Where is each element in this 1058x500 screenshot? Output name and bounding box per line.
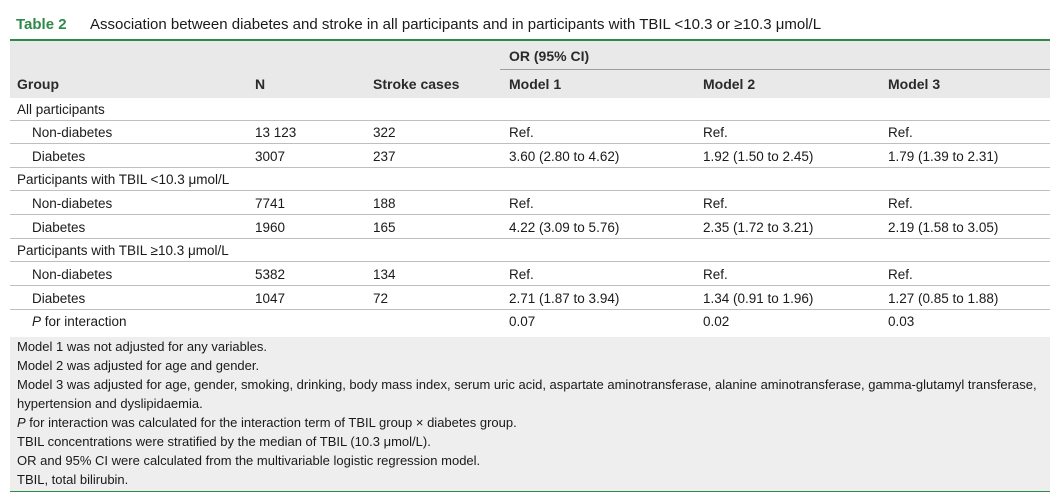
model1-cell: 3.60 (2.80 to 4.62) <box>509 149 620 164</box>
table-label: Table 2 <box>16 15 67 33</box>
n-cell: 7741 <box>255 196 286 211</box>
row-divider <box>10 143 1050 144</box>
footnote-abbreviation: TBIL, total bilirubin. <box>17 472 129 487</box>
n-cell: 5382 <box>255 267 286 282</box>
footnote-or-ci: OR and 95% CI were calculated from the m… <box>17 453 481 468</box>
model1-cell: Ref. <box>509 267 534 282</box>
table-row: Non-diabetes 5382 134 Ref. Ref. Ref. <box>10 263 1050 286</box>
model2-cell: 2.35 (1.72 to 3.21) <box>703 220 814 235</box>
table-title: Association between diabetes and stroke … <box>90 15 822 33</box>
top-rule <box>10 39 1050 41</box>
model2-cell: 1.34 (0.91 to 1.96) <box>703 291 814 306</box>
table-row: Participants with TBIL ≥10.3 μmol/L <box>10 239 1050 262</box>
table-footnotes: Model 1 was not adjusted for any variabl… <box>10 337 1050 491</box>
row-divider <box>10 238 1050 239</box>
row-divider <box>10 190 1050 191</box>
table-row: Non-diabetes 7741 188 Ref. Ref. Ref. <box>10 192 1050 215</box>
group-label: Participants with TBIL <10.3 μmol/L <box>17 172 230 187</box>
model1-cell: Ref. <box>509 196 534 211</box>
model2-cell: 0.02 <box>703 314 730 329</box>
footnote-model1: Model 1 was not adjusted for any variabl… <box>17 339 268 354</box>
p-interaction-label: P for interaction <box>32 314 127 329</box>
table-row: Participants with TBIL <10.3 μmol/L <box>10 168 1050 191</box>
model2-cell: Ref. <box>703 267 728 282</box>
or-ci-header: OR (95% CI) <box>509 48 590 64</box>
table-body: All participants Non-diabetes 13 123 322… <box>10 98 1050 335</box>
footnote-p-italic: P <box>17 415 26 430</box>
table-row: All participants <box>10 98 1050 121</box>
stroke-cases-cell: 237 <box>373 149 396 164</box>
n-header: N <box>255 76 266 92</box>
stroke-cases-cell: 188 <box>373 196 396 211</box>
p-interaction-rest: for interaction <box>41 314 127 329</box>
stroke-cases-header: Stroke cases <box>373 76 460 92</box>
table-row: Diabetes 1047 72 2.71 (1.87 to 3.94) 1.3… <box>10 287 1050 310</box>
row-divider <box>10 120 1050 121</box>
model3-cell: 1.27 (0.85 to 1.88) <box>888 291 999 306</box>
model3-header: Model 3 <box>888 76 941 92</box>
table-caption: Table 2 Association between diabetes and… <box>10 10 1050 38</box>
row-divider <box>10 214 1050 215</box>
row-divider <box>10 285 1050 286</box>
footnote-model3: Model 3 was adjusted for age, gender, sm… <box>17 377 1037 411</box>
row-divider <box>10 261 1050 262</box>
model2-cell: Ref. <box>703 125 728 140</box>
n-cell: 13 123 <box>255 125 297 140</box>
model3-cell: Ref. <box>888 196 913 211</box>
model3-cell: 0.03 <box>888 314 915 329</box>
footnote-p-interaction: P for interaction was calculated for the… <box>10 413 1050 432</box>
model3-cell: 1.79 (1.39 to 2.31) <box>888 149 999 164</box>
footnote-model2: Model 2 was adjusted for age and gender. <box>17 358 260 373</box>
model2-header: Model 2 <box>703 76 756 92</box>
n-cell: 1960 <box>255 220 286 235</box>
table-row: P for interaction 0.07 0.02 0.03 <box>10 310 1050 333</box>
row-divider <box>10 309 1050 310</box>
group-label: Participants with TBIL ≥10.3 μmol/L <box>17 243 229 258</box>
group-label: All participants <box>17 102 105 117</box>
model1-cell: Ref. <box>509 125 534 140</box>
row-label: Non-diabetes <box>32 267 113 282</box>
stroke-cases-cell: 322 <box>373 125 396 140</box>
footnote-p-rest: for interaction was calculated for the i… <box>25 415 517 430</box>
model2-cell: 1.92 (1.50 to 2.45) <box>703 149 814 164</box>
n-cell: 1047 <box>255 291 286 306</box>
table-row: Diabetes 1960 165 4.22 (3.09 to 5.76) 2.… <box>10 216 1050 239</box>
footnote-tbil-stratification: TBIL concentrations were stratified by t… <box>17 434 431 449</box>
table-row: Non-diabetes 13 123 322 Ref. Ref. Ref. <box>10 121 1050 144</box>
model3-cell: 2.19 (1.58 to 3.05) <box>888 220 999 235</box>
model2-cell: Ref. <box>703 196 728 211</box>
row-label: Non-diabetes <box>32 196 113 211</box>
p-italic: P <box>32 314 42 329</box>
model1-cell: 2.71 (1.87 to 3.94) <box>509 291 620 306</box>
row-divider <box>10 167 1050 168</box>
group-header: Group <box>17 76 59 92</box>
bottom-rule <box>10 491 1050 492</box>
table-row: Diabetes 3007 237 3.60 (2.80 to 4.62) 1.… <box>10 145 1050 168</box>
stroke-cases-cell: 165 <box>373 220 396 235</box>
model1-cell: 0.07 <box>509 314 536 329</box>
row-label: Diabetes <box>32 220 86 235</box>
model3-cell: Ref. <box>888 267 913 282</box>
row-label: Diabetes <box>32 291 86 306</box>
model1-header: Model 1 <box>509 76 562 92</box>
n-cell: 3007 <box>255 149 286 164</box>
row-label: Diabetes <box>32 149 86 164</box>
stroke-cases-cell: 72 <box>373 291 389 306</box>
stroke-cases-cell: 134 <box>373 267 396 282</box>
row-label: Non-diabetes <box>32 125 113 140</box>
or-ci-subrule <box>500 69 1050 70</box>
model3-cell: Ref. <box>888 125 913 140</box>
model1-cell: 4.22 (3.09 to 5.76) <box>509 220 620 235</box>
